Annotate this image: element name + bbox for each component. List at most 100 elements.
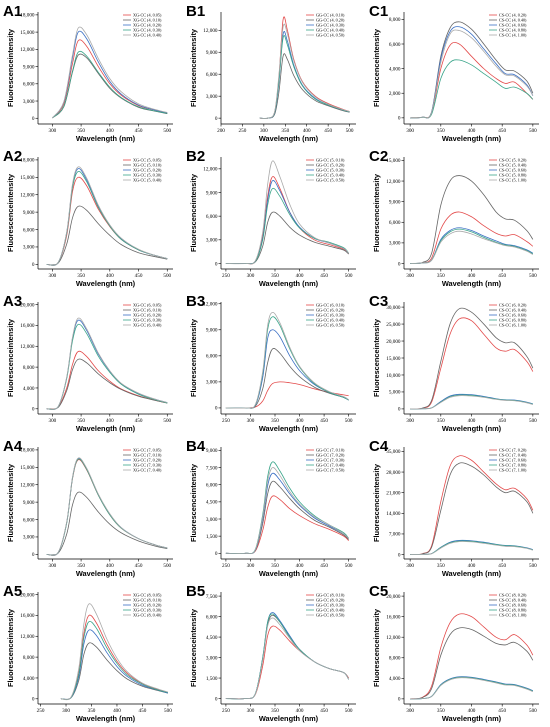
x-tick-label: 400	[303, 128, 311, 134]
legend-entry: CS-CC (7, 0.40)	[499, 452, 527, 458]
legend-entry: CS-CC (7, 0.20)	[499, 447, 527, 453]
y-tick-label: 1,500	[206, 676, 218, 682]
series-line	[225, 612, 349, 700]
series-line	[225, 495, 349, 554]
y-axis-title: Fluorescenceintensity	[6, 318, 15, 397]
x-tick-label: 300	[260, 128, 268, 134]
y-axis-title: Fluorescenceintensity	[372, 463, 381, 542]
y-tick-label: 6,000	[23, 517, 35, 523]
y-tick-label: 18,000	[20, 13, 35, 19]
series-line	[410, 175, 534, 264]
x-tick-label: 450	[498, 708, 506, 714]
legend-entry: XG-CC (6, 0.30)	[133, 317, 162, 323]
x-tick-label: 450	[139, 708, 147, 714]
panel-c2: C2 0 3,000 6,000 9,000 12,000 15,000 300 350 400 4…	[369, 148, 539, 288]
x-tick-label: 400	[296, 563, 304, 569]
legend-entry: GG-CC (5, 0.50)	[316, 177, 345, 183]
x-tick-label: 300	[48, 128, 56, 134]
series-line	[46, 317, 168, 411]
y-tick-label: 6,000	[389, 42, 401, 48]
legend: GG-CC (6, 0.10)GG-CC (6, 0.20)GG-CC (6, …	[306, 302, 345, 328]
legend-entry: CS-CC (4, 0.60)	[499, 22, 527, 28]
x-tick-label: 400	[106, 128, 114, 134]
legend-entry: XG-CC (6, 0.40)	[133, 322, 162, 328]
legend-entry: XG-CC (7, 0.20)	[133, 457, 162, 463]
series-line	[410, 540, 533, 555]
y-tick-label: 20,000	[20, 592, 35, 598]
series-line	[410, 676, 534, 700]
legend-entry: XG-CC (5, 0.30)	[133, 172, 162, 178]
legend-entry: CS-CC (5, 0.40)	[499, 162, 527, 168]
series-line	[410, 627, 534, 700]
x-tick-label: 350	[271, 418, 279, 424]
x-tick-label: 350	[77, 273, 85, 279]
panel-label: C1	[369, 3, 388, 20]
legend-entry: GG-CC (4, 0.50)	[316, 32, 345, 38]
y-tick-label: 4,000	[389, 676, 401, 682]
y-tick-label: 3,000	[23, 245, 35, 251]
y-tick-label: 16,000	[20, 323, 35, 329]
series-line	[410, 613, 534, 700]
panel-b1: B1 0 3,000 6,000 9,000 12,000 200 250 300 350 400 4…	[186, 3, 356, 143]
y-tick-label: 6,000	[389, 220, 401, 226]
x-tick-label: 300	[247, 273, 255, 279]
legend-entry: GG-CC (7, 0.50)	[316, 467, 345, 473]
x-tick-label: 400	[468, 708, 476, 714]
legend-entry: GG-CC (6, 0.10)	[316, 302, 345, 308]
legend-entry: CS-CC (8, 0.60)	[499, 602, 527, 608]
legend-entry: CS-CC (5, 0.60)	[499, 167, 527, 173]
legend-entry: CS-CC (6, 0.40)	[499, 307, 527, 313]
series-line	[46, 457, 168, 556]
x-tick-label: 350	[271, 273, 279, 279]
series-line	[410, 230, 534, 264]
legend-entry: XG-CC (7, 0.40)	[133, 467, 162, 473]
x-tick-label: 500	[163, 418, 171, 424]
y-tick-label: 0	[32, 552, 35, 558]
y-tick-label: 15,000	[386, 356, 401, 362]
panel-c4: C4 0 7,000 14,000 21,000 28,000 35,000 300 350 40…	[369, 438, 539, 578]
legend-entry: CS-CC (5, 0.20)	[499, 157, 527, 163]
x-tick-label: 500	[163, 563, 171, 569]
y-tick-label: 8,000	[389, 17, 401, 23]
series-line	[259, 31, 350, 119]
x-axis-title: Wavelength (nm)	[76, 279, 136, 288]
panel-a1: A1 0 3,000 6,000 9,000 12,000 15,000 18,000 300 3…	[3, 3, 173, 143]
y-tick-label: 8,000	[23, 365, 35, 371]
series-line	[225, 160, 349, 265]
x-tick-label: 350	[271, 708, 279, 714]
legend-entry: XG-CC (5, 0.05)	[133, 157, 162, 163]
y-tick-label: 3,000	[23, 99, 35, 105]
y-tick-label: 3,000	[389, 241, 401, 247]
series-line	[259, 23, 350, 119]
legend-entry: GG-CC (5, 0.40)	[316, 172, 345, 178]
legend: CS-CC (7, 0.20)CS-CC (7, 0.40) CS-CC (7, …	[489, 447, 527, 473]
y-axis-title: Fluorescenceintensity	[189, 463, 198, 542]
y-tick-label: 12,000	[203, 302, 218, 308]
y-axis-title: Fluorescenceintensity	[6, 28, 15, 107]
legend-entry: XG-CC (8, 0.10)	[133, 597, 162, 603]
y-tick-label: 3,000	[206, 380, 218, 386]
legend-entry: XG-CC (4, 0.20)	[133, 22, 162, 28]
x-tick-label: 400	[296, 273, 304, 279]
legend-entry: GG-CC (5, 0.10)	[316, 157, 345, 163]
series-line	[60, 642, 169, 700]
y-tick-label: 0	[215, 406, 218, 412]
legend-entry: GG-CC (5, 0.20)	[316, 162, 345, 168]
y-tick-label: 3,000	[206, 94, 218, 100]
panel-b5: B5 0 1,500 3,000 4,500 6,000 7,500 250 300 350 400…	[186, 583, 356, 723]
y-tick-label: 3,000	[206, 238, 218, 244]
series-line	[410, 227, 534, 264]
x-axis-title: Wavelength (nm)	[442, 569, 502, 578]
y-axis-title: Fluorescenceintensity	[189, 608, 198, 687]
y-tick-label: 12,000	[20, 344, 35, 350]
x-tick-label: 500	[529, 708, 537, 714]
x-tick-label: 400	[468, 273, 476, 279]
panel-label: A1	[3, 3, 22, 20]
x-tick-label: 300	[48, 273, 56, 279]
legend-entry: XG-CC (8, 0.40)	[133, 612, 162, 618]
legend-entry: GG-CC (8, 0.40)	[316, 607, 345, 613]
legend-entry: CS-CC (7, 0.80)	[499, 462, 527, 468]
x-tick-label: 350	[88, 708, 96, 714]
legend-entry: GG-CC (6, 0.40)	[316, 317, 345, 323]
legend-entry: CS-CC (6, 0.60)	[499, 312, 527, 318]
